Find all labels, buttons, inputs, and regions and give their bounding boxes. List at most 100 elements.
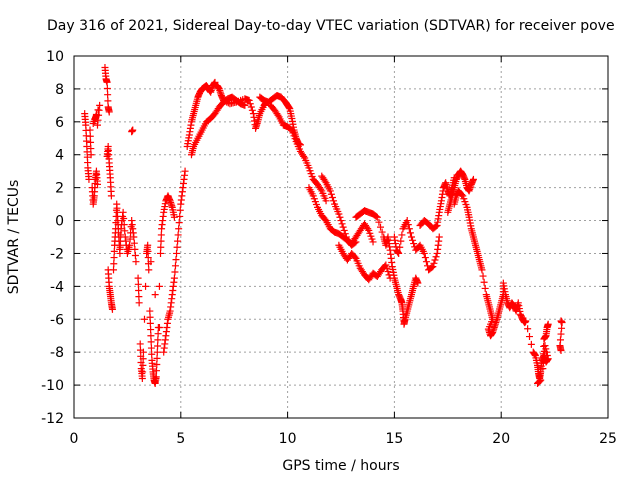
data-point-interp xyxy=(176,206,184,214)
y-tick-label: -4 xyxy=(50,279,64,295)
data-point-interp xyxy=(337,217,345,225)
y-tick-label: -10 xyxy=(41,378,64,394)
data-point-interp xyxy=(171,262,179,270)
y-tick-label: -12 xyxy=(41,411,64,427)
data-point-interp xyxy=(130,239,138,247)
data-point-interp xyxy=(139,355,147,363)
data-point xyxy=(126,241,134,249)
data-point-interp xyxy=(134,280,142,288)
x-tick-label: 5 xyxy=(176,431,185,447)
data-point xyxy=(241,101,249,109)
y-axis: -12 -10 -8 -6 -4 -2 0 2 4 6 8 10 xyxy=(41,49,608,427)
data-point-interp xyxy=(87,138,95,146)
data-point xyxy=(110,266,118,274)
data-point xyxy=(86,126,94,134)
data-point-interp xyxy=(135,286,143,294)
x-axis-label: GPS time / hours xyxy=(282,458,399,474)
data-point xyxy=(522,317,530,325)
data-point-interp xyxy=(338,220,346,228)
data-point-interp xyxy=(148,350,156,358)
data-point-interp xyxy=(397,237,405,245)
data-point xyxy=(119,208,127,216)
data-point xyxy=(369,238,377,246)
x-tick-label: 0 xyxy=(70,431,79,447)
data-point xyxy=(155,324,163,331)
data-point-interp xyxy=(480,278,488,286)
y-tick-label: 10 xyxy=(46,49,64,65)
data-point-interp xyxy=(330,197,338,205)
data-point-interp xyxy=(247,103,255,111)
chart-title: Day 316 of 2021, Sidereal Day-to-day VTE… xyxy=(47,18,615,34)
data-point xyxy=(93,121,101,129)
data-point xyxy=(153,348,161,356)
data-point-interp xyxy=(432,253,440,261)
data-point-interp xyxy=(126,235,134,243)
x-axis: 0 5 10 15 20 25 xyxy=(70,56,617,447)
data-point-interp xyxy=(120,221,128,229)
data-point-interp xyxy=(317,185,325,193)
data-point xyxy=(170,274,178,282)
data-point-interp xyxy=(404,221,412,229)
data-point-interp xyxy=(131,245,139,253)
data-point-interp xyxy=(174,231,182,239)
data-point xyxy=(136,340,144,348)
data-point-interp xyxy=(274,111,282,119)
data-point xyxy=(469,175,477,183)
data-point-interp xyxy=(422,258,430,266)
data-point-interp xyxy=(398,231,406,239)
y-tick-label: 4 xyxy=(55,148,64,164)
data-point-interp xyxy=(527,340,535,348)
data-point xyxy=(339,223,347,231)
data-point-interp xyxy=(526,333,534,341)
data-point xyxy=(129,126,137,134)
data-point-interp xyxy=(147,344,155,352)
data-point-interp xyxy=(372,212,380,220)
data-point-interp xyxy=(157,237,165,245)
data-point-interp xyxy=(351,253,359,261)
data-point-interp xyxy=(342,233,350,241)
y-tick-label: -6 xyxy=(50,312,64,328)
y-tick-label: 6 xyxy=(55,115,64,131)
x-tick-label: 20 xyxy=(492,431,510,447)
data-point-interp xyxy=(110,254,118,262)
data-point-interp xyxy=(147,326,155,334)
data-point xyxy=(140,315,148,323)
data-point xyxy=(373,213,381,221)
data-point-interp xyxy=(139,368,147,376)
data-point xyxy=(181,167,189,175)
y-tick-label: 0 xyxy=(55,214,64,230)
y-axis-label: SDTVAR / TECUs xyxy=(6,180,22,295)
data-point-interp xyxy=(154,330,162,338)
data-point xyxy=(138,375,146,383)
data-point xyxy=(116,249,124,257)
data-point-interp xyxy=(458,191,466,199)
data-point xyxy=(382,261,390,269)
data-point xyxy=(105,108,113,116)
data-point xyxy=(147,332,155,340)
data-point-interp xyxy=(144,247,152,255)
data-point-interp xyxy=(321,177,329,185)
data-point xyxy=(130,233,138,241)
data-point-interp xyxy=(172,256,180,264)
data-point xyxy=(429,263,437,271)
data-point-interp xyxy=(146,319,154,327)
y-tick-label: -2 xyxy=(50,246,64,262)
data-point-interp xyxy=(377,223,385,231)
y-tick-label: -8 xyxy=(50,345,64,361)
data-point-interp xyxy=(121,227,129,235)
data-point xyxy=(407,233,415,241)
data-point-interp xyxy=(300,152,308,160)
data-point-interp xyxy=(396,243,404,251)
data-point xyxy=(170,213,178,221)
data-point-interp xyxy=(176,212,184,220)
data-point xyxy=(539,365,547,373)
data-point xyxy=(326,187,334,195)
data-point xyxy=(157,249,165,257)
data-point-interp xyxy=(341,230,349,238)
data-point-interp xyxy=(431,256,439,264)
data-point-interp xyxy=(543,351,551,359)
data-point xyxy=(103,78,111,86)
data-point-interp xyxy=(536,377,544,385)
data-point-interp xyxy=(327,190,335,198)
data-point xyxy=(152,373,160,381)
